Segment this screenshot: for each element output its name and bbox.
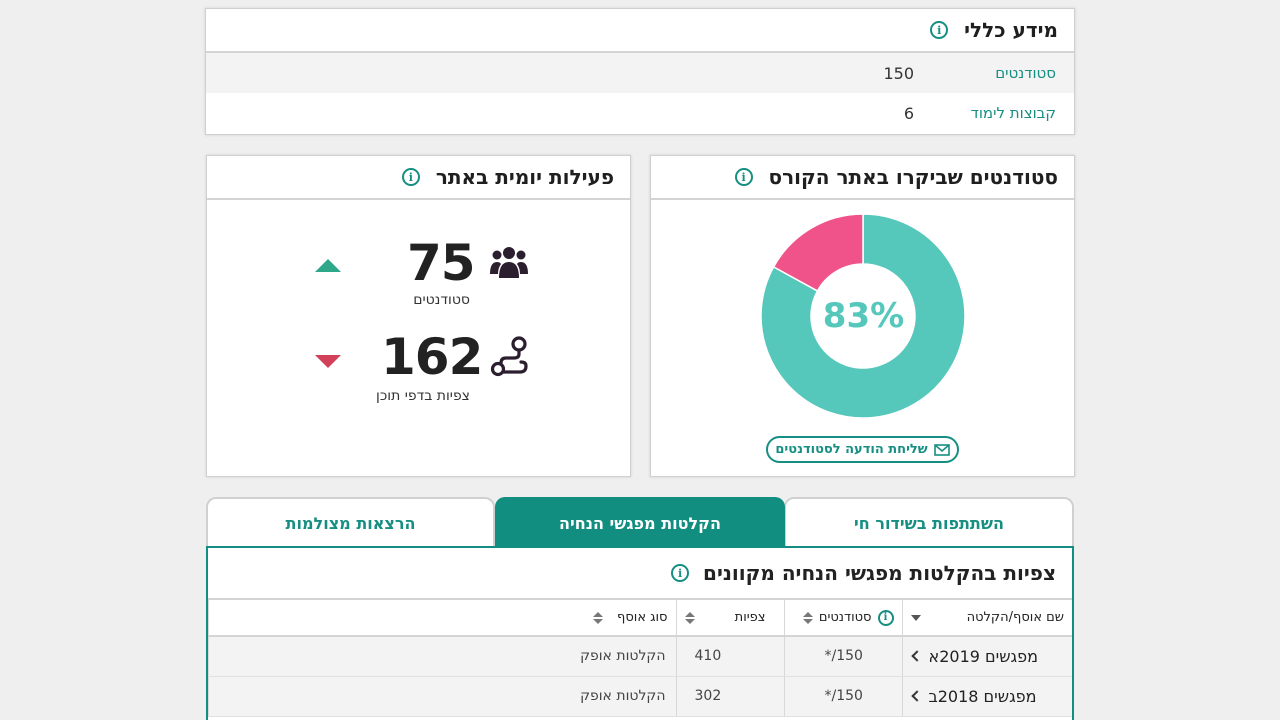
students-label: סטודנטים	[413, 292, 470, 308]
users-icon	[490, 244, 528, 284]
column-header-name[interactable]: שם אוסף/הקלטה	[901, 600, 1072, 637]
info-icon[interactable]: i	[671, 564, 690, 582]
column-header-type[interactable]: סוג אוסף	[208, 600, 676, 637]
sort-icon	[684, 611, 695, 624]
donut-chart: 83%	[651, 200, 1076, 430]
general-info-header: מידע כללי i	[206, 9, 1074, 53]
info-row-value: 6	[903, 103, 914, 123]
views-count: 162	[381, 328, 483, 386]
info-row-value: 150	[883, 63, 914, 83]
general-info-card: מידע כללי i סטודנטים 150 קבוצות לימוד 6	[205, 8, 1075, 135]
collection-name: מפגשים 2018ב	[928, 686, 1037, 706]
trend-down-icon	[315, 355, 341, 368]
cell-views: 302	[675, 676, 784, 717]
tab-live-broadcast[interactable]: השתתפות בשידור חי	[784, 497, 1074, 547]
visitors-card: סטודנטים שביקרו באתר הקורס i 83% שליחת ה…	[650, 155, 1075, 477]
chevron-right-icon[interactable]	[910, 690, 923, 702]
donut-percent-label: 83%	[822, 296, 905, 336]
daily-activity-header: פעילות יומית באתר i	[207, 156, 630, 200]
column-header-views[interactable]: צפיות	[675, 600, 784, 637]
sort-icon	[593, 611, 604, 624]
cell-students: 150/*	[783, 676, 902, 717]
visitors-title: סטודנטים שביקרו באתר הקורס	[768, 165, 1058, 189]
recordings-panel-title: צפיות בהקלטות מפגשי הנחיה מקוונים	[703, 561, 1056, 585]
trend-up-icon	[315, 259, 341, 272]
cell-name[interactable]: מפגשים 2018ב	[901, 676, 1072, 717]
cell-type: הקלטות אופק	[208, 636, 676, 677]
info-icon[interactable]: i	[401, 168, 420, 186]
recordings-table: שם אוסף/הקלטה סטודנטים i צפיות	[208, 600, 1072, 717]
info-row-label[interactable]: סטודנטים	[995, 64, 1056, 82]
cell-students: 150/*	[783, 636, 902, 677]
info-icon[interactable]: i	[877, 609, 894, 626]
envelope-icon	[933, 443, 950, 456]
column-label: שם אוסף/הקלטה	[966, 610, 1064, 625]
table-row[interactable]: מפגשים 2019א 150/* 410 הקלטות אופק	[208, 636, 1072, 677]
cell-views: 410	[675, 636, 784, 677]
column-label: צפיות	[734, 610, 766, 625]
chevron-right-icon[interactable]	[910, 650, 923, 662]
recordings-panel: צפיות בהקלטות מפגשי הנחיה מקוונים i שם א…	[206, 546, 1074, 720]
send-message-button[interactable]: שליחת הודעה לסטודנטים	[766, 436, 959, 463]
caret-down-icon	[910, 614, 921, 621]
column-label: סוג אוסף	[617, 610, 668, 625]
general-info-title: מידע כללי	[964, 18, 1058, 42]
students-count: 75	[407, 234, 476, 292]
table-row[interactable]: מפגשים 2018ב 150/* 302 הקלטות אופק	[208, 676, 1072, 717]
views-label: צפיות בדפי תוכן	[376, 388, 470, 404]
visitors-header: סטודנטים שביקרו באתר הקורס i	[651, 156, 1074, 200]
collection-name: מפגשים 2019א	[928, 646, 1039, 666]
column-header-students[interactable]: סטודנטים i	[783, 600, 902, 637]
table-header-row: שם אוסף/הקלטה סטודנטים i צפיות	[208, 600, 1072, 637]
tab-session-recordings[interactable]: הקלטות מפגשי הנחיה	[495, 497, 785, 547]
cell-name[interactable]: מפגשים 2019א	[901, 636, 1072, 677]
daily-activity-title: פעילות יומית באתר	[435, 165, 614, 189]
info-row-label[interactable]: קבוצות לימוד	[970, 104, 1056, 122]
send-message-label: שליחת הודעה לסטודנטים	[775, 442, 928, 457]
column-label: סטודנטים	[818, 610, 872, 625]
sort-icon	[802, 611, 813, 624]
donut-slice-not-visited[interactable]	[772, 213, 864, 292]
donut-svg	[760, 213, 966, 419]
daily-activity-card: פעילות יומית באתר i 75 סטודנטים 162 צפיו…	[206, 155, 631, 477]
cell-type: הקלטות אופק	[208, 676, 676, 717]
info-icon[interactable]: i	[930, 21, 949, 39]
info-row-groups: קבוצות לימוד 6	[206, 93, 1074, 133]
tab-filmed-lectures[interactable]: הרצאות מצולמות	[206, 497, 495, 547]
donut-slice-visited[interactable]	[760, 213, 966, 419]
route-icon	[490, 336, 530, 382]
info-row-students: סטודנטים 150	[206, 53, 1074, 93]
recordings-panel-header: צפיות בהקלטות מפגשי הנחיה מקוונים i	[208, 548, 1072, 600]
info-icon[interactable]: i	[734, 168, 753, 186]
